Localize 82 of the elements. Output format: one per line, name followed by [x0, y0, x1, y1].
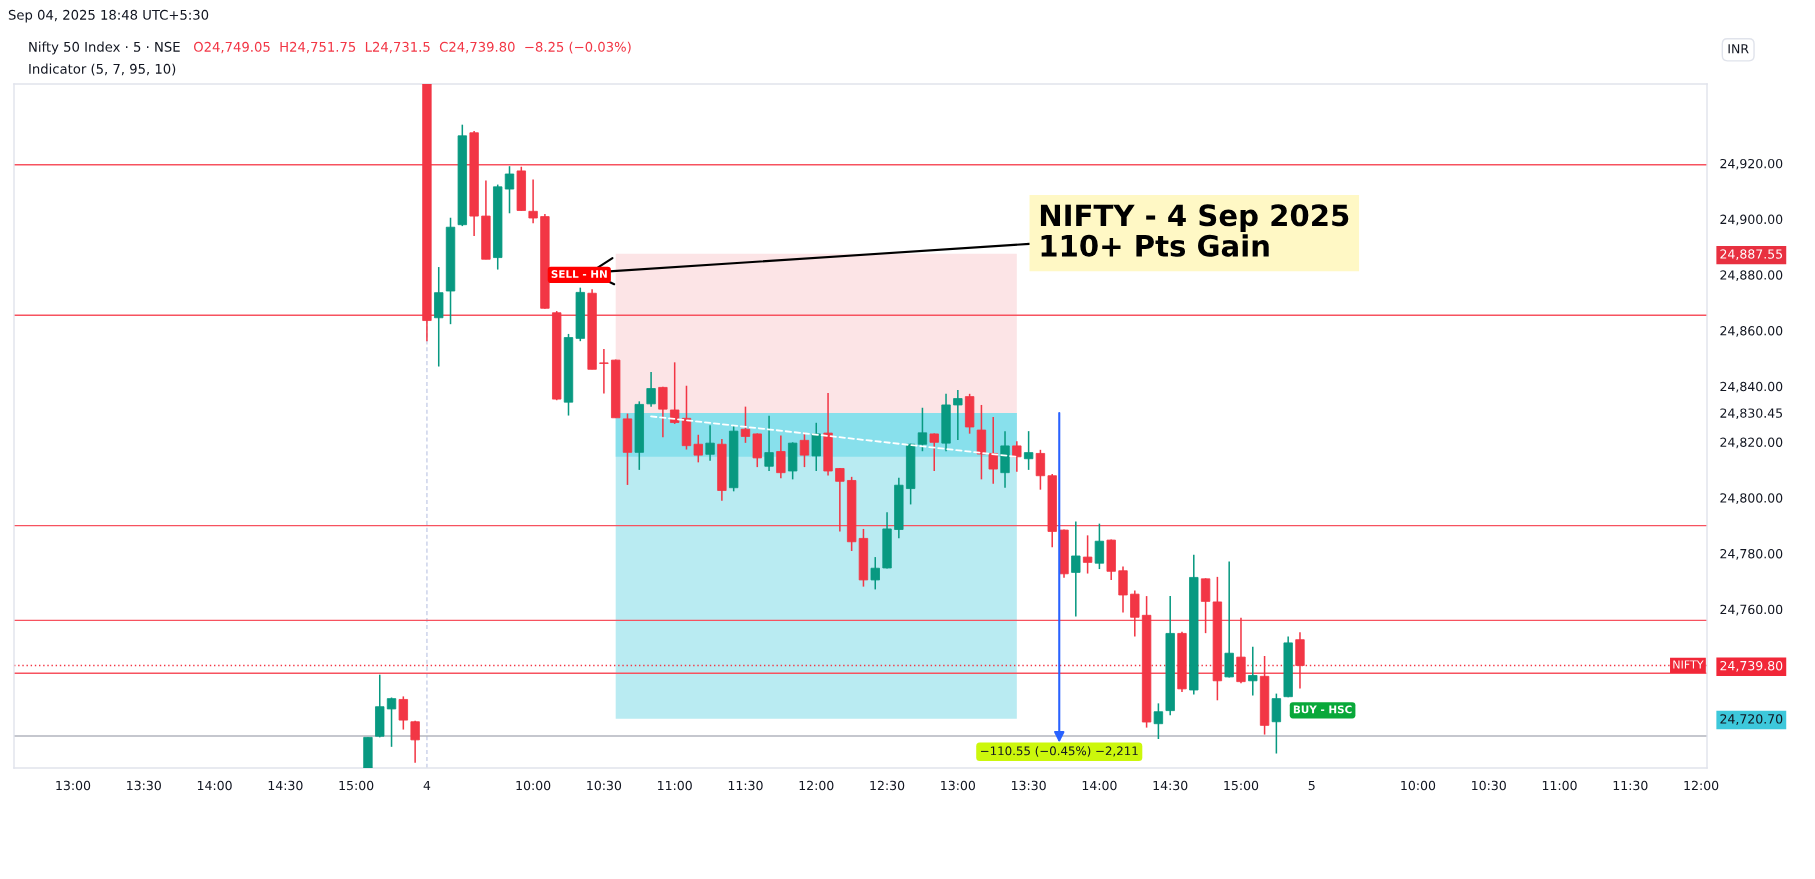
candlestick: [917, 406, 928, 452]
candlestick: [1094, 522, 1105, 570]
candlestick: [835, 467, 845, 533]
y-tick-label: 24,840.00: [1720, 381, 1783, 393]
candlestick: [776, 434, 786, 480]
x-tick-label: 14:30: [1153, 780, 1188, 791]
candlestick: [1071, 520, 1081, 618]
x-tick-label: 13:00: [941, 780, 976, 791]
y-tick-label: 24,830.45: [1720, 408, 1783, 420]
y-tick-label: 24,720.70: [1720, 714, 1783, 725]
y-tick-label: 24,780.00: [1720, 548, 1783, 560]
candlestick: [504, 165, 515, 215]
candlestick: [870, 556, 880, 591]
candlestick: [929, 432, 939, 472]
candlestick: [528, 178, 538, 225]
x-tick-label: 13:30: [127, 780, 161, 791]
candlestick: [670, 361, 680, 425]
candlestick: [953, 389, 963, 441]
text: O24,749.05 H24,751.75 L24,731.5 C24,739.80 −8.25 (−0.03%): [193, 41, 631, 54]
x-tick-label: 12:30: [870, 780, 905, 791]
y-tick-label: 24,920.00: [1720, 158, 1783, 170]
x-tick-label: 15:00: [1224, 780, 1259, 791]
candlestick: [799, 431, 810, 468]
candlestick: [1224, 560, 1234, 679]
text: Sep 04, 2025 18:48 UTC+5:30: [8, 9, 209, 23]
candlestick: [386, 696, 397, 748]
candlestick: [658, 386, 668, 439]
candlestick: [764, 415, 774, 472]
x-tick-label: 13:00: [56, 780, 91, 791]
candlestick: [811, 422, 821, 472]
x-tick-label: 14:00: [197, 780, 232, 791]
candlestick: [740, 405, 751, 444]
y-tick-label: 24,887.55: [1720, 249, 1783, 261]
x-tick-label: 14:30: [268, 780, 303, 791]
x-tick-label: 14:00: [1082, 780, 1117, 791]
candlestick: [398, 695, 408, 731]
x-tick-label: 5: [1308, 780, 1315, 791]
x-tick-label: 13:30: [1011, 780, 1046, 791]
x-tick-label: 12:00: [1684, 780, 1719, 791]
candlestick: [1248, 646, 1258, 697]
candlestick: [1271, 692, 1282, 755]
y-tick-label: 24,900.00: [1720, 214, 1783, 226]
candlestick: [1130, 589, 1140, 638]
x-tick-label: 12:00: [799, 780, 834, 791]
x-tick-label: 11:30: [1613, 780, 1648, 791]
candlestick: [988, 416, 998, 485]
y-axis-title: INR: [1728, 44, 1749, 54]
annotation: −110.55 (−0.45%) −2,211: [981, 746, 1138, 757]
chart-subtitle: Indicator (5, 7, 95, 10): [29, 63, 176, 76]
x-tick-label: 10:00: [516, 780, 551, 791]
annotation: BUY - HSC: [1293, 705, 1352, 714]
candlestick: [705, 424, 715, 462]
x-tick-label: 10:30: [1472, 780, 1506, 791]
y-tick-label: 24,820.00: [1720, 437, 1783, 449]
annotation: SELL - HN: [551, 270, 607, 278]
ref-line-label: NIFTY: [1673, 660, 1704, 669]
y-tick-label: 24,800.00: [1720, 493, 1783, 504]
x-tick-label: 11:00: [658, 780, 692, 791]
candlestick: [1153, 702, 1164, 740]
candlestick: [1023, 430, 1034, 471]
candlestick: [693, 434, 703, 464]
candlestick: [752, 432, 762, 468]
annotation: NIFTY - 4 Sep 2025 110+ Pts Gain: [1040, 204, 1349, 257]
x-tick-label: 11:00: [1542, 780, 1577, 791]
candlestick: [976, 404, 987, 481]
x-tick-label: 10:30: [587, 780, 622, 791]
y-tick-label: 24,860.00: [1720, 326, 1783, 337]
candlestick: [410, 719, 420, 764]
y-tick-label: 24,880.00: [1720, 270, 1783, 282]
candlestick: [1082, 534, 1093, 575]
y-tick-label: 24,739.80: [1720, 660, 1783, 672]
x-tick-label: 11:30: [728, 780, 763, 791]
chart-title: Nifty 50 Index · 5 · NSE: [29, 41, 180, 55]
x-tick-label: 10:00: [1401, 780, 1436, 791]
y-tick-label: 24,760.00: [1720, 604, 1783, 616]
candlestick: [599, 348, 609, 395]
candlestick: [1200, 577, 1211, 634]
candlestick: [1012, 440, 1022, 473]
x-tick-label: 15:00: [339, 780, 374, 791]
candlestick: [1035, 449, 1046, 491]
x-tick-label: 4: [423, 780, 431, 790]
candlestick: [646, 371, 656, 408]
